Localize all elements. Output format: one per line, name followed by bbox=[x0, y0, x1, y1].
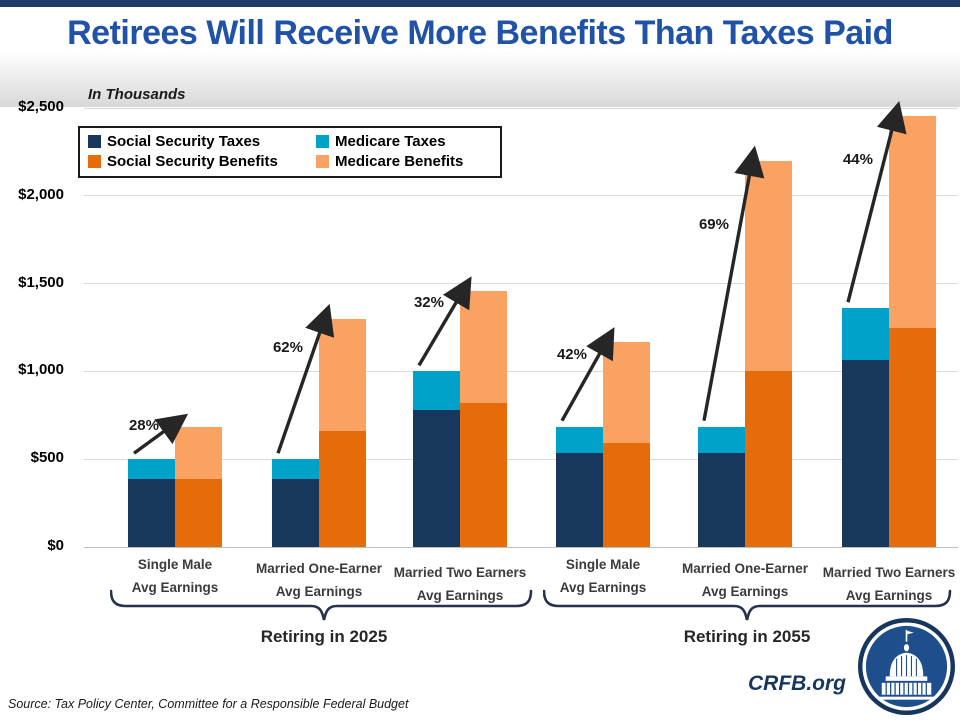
gridline bbox=[84, 107, 958, 109]
bar-segment-medicare-taxes bbox=[128, 459, 175, 480]
source-note: Source: Tax Policy Center, Committee for… bbox=[8, 697, 409, 711]
cluster-label-2055: Retiring in 2055 bbox=[683, 627, 811, 646]
y-axis-tick-label: $1,500 bbox=[18, 273, 64, 291]
group-label-line1: Single Male bbox=[565, 557, 641, 572]
bar-segment-medicare-benefits bbox=[603, 341, 650, 443]
gridline bbox=[84, 546, 958, 548]
chart-title: Retirees Will Receive More Benefits Than… bbox=[67, 14, 893, 52]
legend-item-social-security-benefits: Social Security Benefits bbox=[88, 151, 316, 171]
bar-segment-medicare-benefits bbox=[460, 290, 507, 403]
group-label-line1: Married One-Earner bbox=[681, 561, 809, 576]
y-axis-tick-label: $2,000 bbox=[18, 185, 64, 203]
bar-segment-social-security-benefits bbox=[319, 431, 366, 547]
bar-segment-social-security-taxes bbox=[842, 359, 889, 547]
group-label-line1: Married Two Earners bbox=[822, 565, 956, 580]
x-axis-group-label: Married One-Earner Avg Earnings bbox=[682, 557, 808, 603]
crfb-brand-text: CRFB.org bbox=[748, 672, 846, 695]
group-label-line2: Avg Earnings bbox=[416, 588, 504, 603]
group-label-line2: Avg Earnings bbox=[701, 584, 789, 599]
benefit-increase-label: 62% bbox=[272, 339, 303, 357]
bar-segment-medicare-benefits bbox=[889, 115, 936, 329]
bar-segment-medicare-taxes bbox=[842, 308, 889, 360]
social-security-taxes-swatch-icon bbox=[88, 134, 101, 148]
group-label-line2: Avg Earnings bbox=[559, 580, 647, 595]
bar-segment-medicare-taxes bbox=[698, 426, 745, 454]
social-security-benefits-swatch-icon bbox=[88, 154, 101, 168]
benefit-increase-label: 32% bbox=[413, 294, 444, 312]
bar-segment-medicare-taxes bbox=[556, 426, 603, 454]
x-axis-group-label: Married Two Earners Avg Earnings bbox=[394, 561, 527, 607]
bar-segment-medicare-taxes bbox=[272, 459, 319, 480]
medicare-taxes-swatch-icon bbox=[316, 134, 329, 148]
bar-segment-social-security-benefits bbox=[175, 478, 222, 547]
y-axis-tick-label: $1,000 bbox=[18, 361, 64, 379]
x-axis-group-label: Single Male Avg Earnings bbox=[132, 553, 219, 599]
benefit-increase-label: 44% bbox=[842, 150, 873, 168]
legend-label: Medicare Benefits bbox=[335, 152, 464, 170]
x-axis-group-label: Married One-Earner Avg Earnings bbox=[256, 557, 382, 603]
medicare-benefits-swatch-icon bbox=[316, 154, 329, 168]
cluster-label-2025: Retiring in 2025 bbox=[260, 627, 388, 646]
legend: Social Security Taxes Medicare Taxes Soc… bbox=[78, 126, 502, 178]
gridline bbox=[84, 370, 958, 372]
group-label-line1: Married One-Earner bbox=[255, 561, 383, 576]
benefit-increase-label: 69% bbox=[698, 216, 729, 234]
legend-label: Social Security Benefits bbox=[107, 152, 278, 170]
legend-item-social-security-taxes: Social Security Taxes bbox=[88, 131, 316, 151]
capitol-dome-icon bbox=[857, 617, 956, 716]
gridline bbox=[84, 283, 958, 285]
bar-segment-medicare-benefits bbox=[319, 318, 366, 432]
units-label: In Thousands bbox=[88, 86, 186, 103]
gridline bbox=[84, 458, 958, 460]
group-label-line2: Avg Earnings bbox=[131, 580, 219, 595]
legend-item-medicare-benefits: Medicare Benefits bbox=[316, 151, 492, 171]
bar-segment-medicare-taxes bbox=[413, 371, 460, 411]
y-axis-tick-label: $0 bbox=[47, 537, 64, 554]
title-background bbox=[0, 7, 960, 107]
y-axis-tick-label: $500 bbox=[30, 449, 64, 467]
group-label-line1: Married Two Earners bbox=[393, 565, 527, 580]
benefit-increase-label: 42% bbox=[556, 346, 587, 364]
benefit-increase-label: 28% bbox=[128, 416, 159, 434]
y-axis-tick-label: $2,500 bbox=[18, 98, 64, 115]
bar-segment-social-security-benefits bbox=[889, 328, 936, 547]
bar-segment-social-security-taxes bbox=[128, 479, 175, 547]
bar-segment-social-security-benefits bbox=[460, 403, 507, 547]
x-axis-group-label: Married Two Earners Avg Earnings bbox=[823, 561, 956, 607]
group-label-line1: Single Male bbox=[137, 557, 213, 572]
x-axis-group-label: Single Male Avg Earnings bbox=[560, 553, 647, 599]
bar-segment-medicare-benefits bbox=[175, 426, 222, 479]
group-label-line2: Avg Earnings bbox=[275, 584, 363, 599]
legend-label: Social Security Taxes bbox=[107, 132, 261, 150]
bar-segment-social-security-taxes bbox=[413, 410, 460, 547]
group-label-line2: Avg Earnings bbox=[845, 588, 933, 603]
legend-item-medicare-taxes: Medicare Taxes bbox=[316, 131, 492, 151]
bar-segment-social-security-benefits bbox=[745, 371, 792, 547]
bar-segment-social-security-taxes bbox=[698, 453, 745, 547]
gridline bbox=[84, 195, 958, 197]
bar-segment-medicare-benefits bbox=[745, 160, 792, 372]
bar-segment-social-security-taxes bbox=[556, 453, 603, 547]
legend-label: Medicare Taxes bbox=[335, 132, 446, 150]
bar-segment-social-security-taxes bbox=[272, 479, 319, 547]
top-accent-band bbox=[0, 0, 960, 7]
bar-segment-social-security-benefits bbox=[603, 442, 650, 547]
